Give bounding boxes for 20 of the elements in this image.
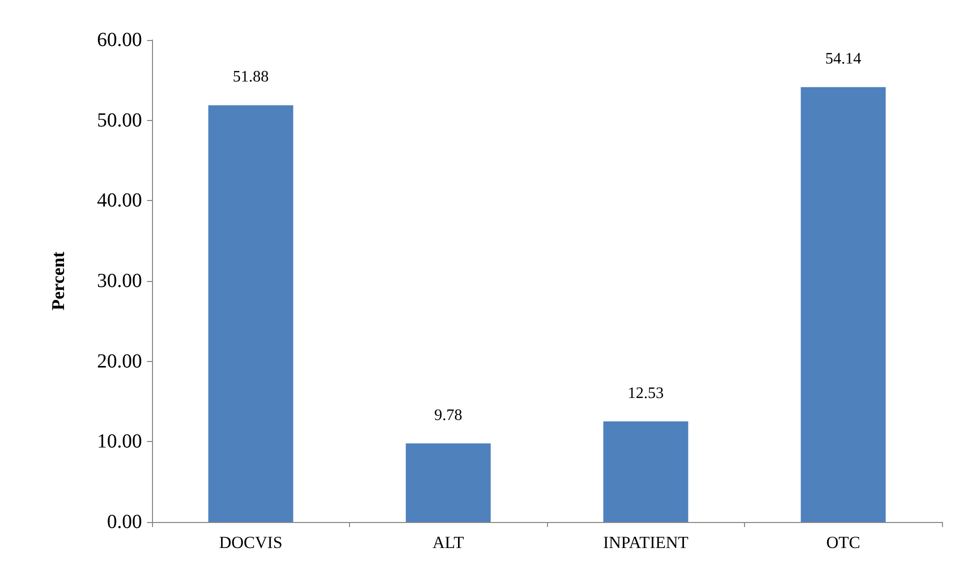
- y-tick-label: 50.00: [97, 109, 142, 132]
- y-tick-label: 60.00: [97, 29, 142, 51]
- y-tick-label: 20.00: [97, 350, 142, 372]
- data-label: 9.78: [434, 406, 462, 424]
- x-tick-label: INPATIENT: [603, 533, 690, 552]
- data-label: 54.14: [825, 50, 862, 68]
- bar: [208, 105, 294, 522]
- bar: [406, 443, 491, 522]
- y-tick-label: 10.00: [97, 430, 142, 453]
- y-axis-title: Percent: [48, 252, 68, 310]
- y-tick-label: 0.00: [107, 511, 142, 533]
- x-tick-label: OTC: [826, 533, 860, 552]
- data-label: 51.88: [232, 68, 269, 86]
- bar: [800, 87, 886, 522]
- x-tick-label: ALT: [432, 533, 465, 552]
- data-label: 12.53: [628, 384, 664, 402]
- y-tick-label: 40.00: [97, 190, 142, 212]
- x-tick-label: DOCVIS: [219, 533, 282, 552]
- bar: [603, 421, 688, 522]
- y-tick-label: 30.00: [97, 270, 142, 292]
